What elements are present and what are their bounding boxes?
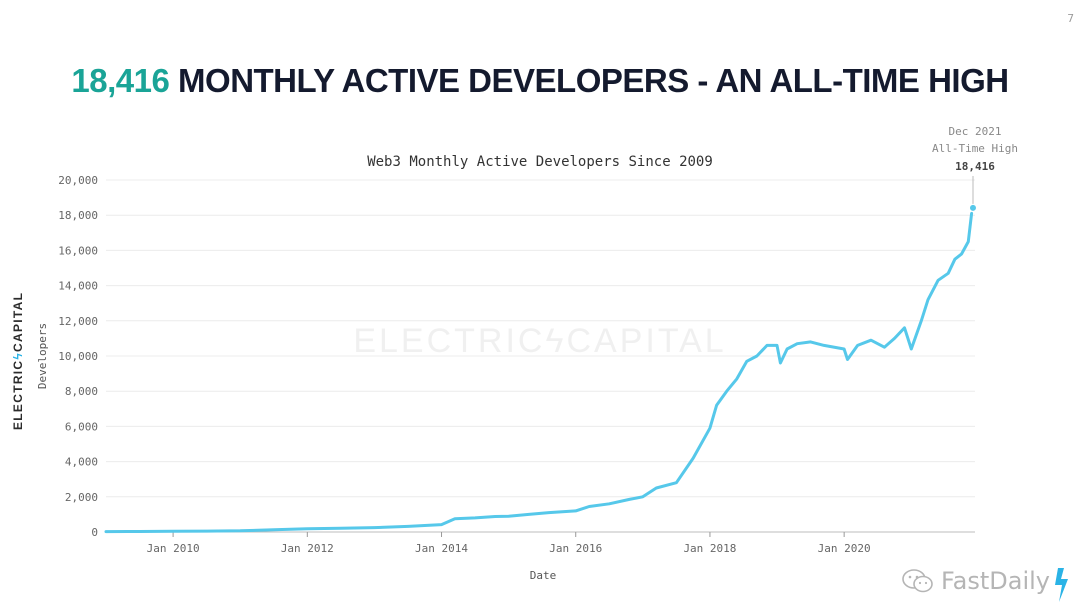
annotation-value: 18,416	[955, 160, 995, 173]
x-tick-label: Jan 2020	[818, 542, 871, 555]
x-axis-label: Date	[530, 569, 557, 582]
x-tick-label: Jan 2012	[281, 542, 334, 555]
peak-point	[969, 204, 976, 211]
annotation-label: All-Time High	[932, 142, 1018, 155]
y-tick-label: 6,000	[65, 420, 98, 433]
y-tick-label: 0	[91, 526, 98, 539]
fastdaily-watermark: FastDaily	[901, 567, 1068, 602]
y-tick-label: 8,000	[65, 385, 98, 398]
page-title: 18,416 MONTHLY ACTIVE DEVELOPERS - AN AL…	[0, 62, 1080, 100]
x-tick-label: Jan 2010	[147, 542, 200, 555]
chart-watermark: ELECTRICϟCAPITAL	[353, 322, 726, 360]
headline-number: 18,416	[71, 62, 170, 99]
y-tick-label: 4,000	[65, 456, 98, 469]
x-tick-label: Jan 2018	[683, 542, 736, 555]
headline-text: MONTHLY ACTIVE DEVELOPERS - AN ALL-TIME …	[178, 62, 1009, 99]
brand-name: FastDaily	[941, 567, 1050, 595]
x-tick-label: Jan 2016	[549, 542, 602, 555]
y-tick-label: 18,000	[58, 209, 98, 222]
y-tick-label: 2,000	[65, 491, 98, 504]
annotation-date: Dec 2021	[949, 125, 1002, 138]
series-line	[104, 211, 974, 534]
y-tick-label: 10,000	[58, 350, 98, 363]
y-tick-label: 14,000	[58, 280, 98, 293]
y-tick-label: 12,000	[58, 315, 98, 328]
x-tick-label: Jan 2014	[415, 542, 468, 555]
lightning-icon	[1055, 568, 1068, 602]
page-number: 7	[1067, 12, 1074, 25]
y-tick-label: 20,000	[58, 174, 98, 187]
y-axis-label: Developers	[36, 323, 49, 389]
y-tick-label: 16,000	[58, 244, 98, 257]
chart-title: Web3 Monthly Active Developers Since 200…	[367, 154, 713, 170]
wechat-icon	[902, 569, 933, 593]
